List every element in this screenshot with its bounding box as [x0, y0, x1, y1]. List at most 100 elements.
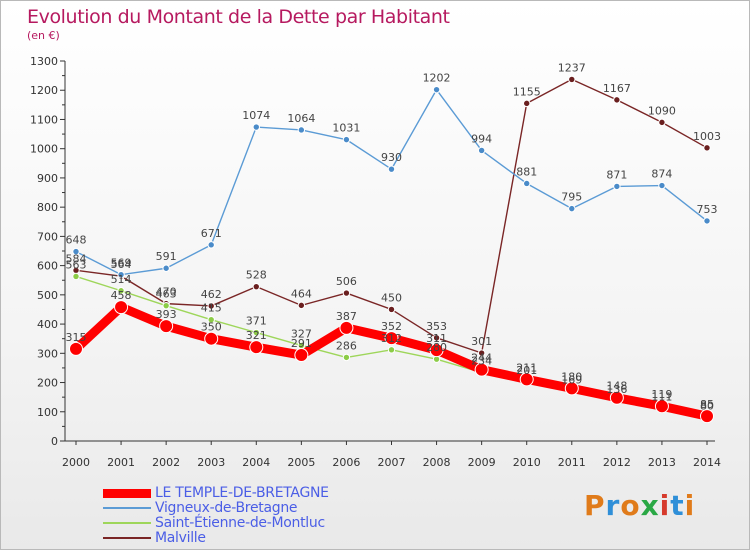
data-point	[613, 96, 621, 104]
data-point	[252, 282, 260, 291]
data-point	[568, 204, 576, 213]
data-label: 564	[111, 258, 132, 271]
data-label: 85	[700, 398, 714, 411]
chart-title: Evolution du Montant de la Dette par Hab…	[27, 6, 450, 28]
data-point	[342, 289, 351, 297]
legend-swatch	[103, 489, 151, 498]
data-label: 211	[516, 361, 537, 374]
data-point	[384, 331, 399, 346]
data-label: 393	[156, 308, 177, 321]
x-tick-label: 2011	[558, 456, 586, 469]
brand-letter: i	[684, 489, 696, 522]
data-point	[387, 346, 396, 354]
legend-swatch	[103, 537, 151, 539]
data-point	[609, 390, 624, 405]
data-label: 301	[471, 335, 492, 348]
data-point	[207, 241, 215, 249]
y-tick-label: 400	[37, 318, 58, 331]
brand-letter: t	[670, 489, 685, 522]
data-point	[703, 217, 711, 225]
data-label: 1237	[558, 61, 586, 74]
data-label: 321	[246, 329, 267, 342]
data-label: 244	[471, 352, 492, 365]
x-tick-label: 2002	[152, 456, 180, 469]
legend-label: Malville	[155, 530, 206, 546]
data-label: 1202	[423, 72, 451, 85]
legend-label: Saint-Étienne-de-Montluc	[155, 515, 325, 531]
data-label: 352	[381, 320, 402, 333]
x-tick-label: 2010	[513, 456, 541, 469]
data-label: 671	[201, 227, 222, 240]
data-point	[72, 272, 80, 281]
brand-logo: Proxiti	[584, 489, 695, 522]
x-tick-label: 2006	[332, 456, 360, 469]
data-point	[477, 146, 486, 155]
data-label: 234	[471, 355, 492, 368]
data-point	[342, 353, 351, 362]
data-point	[162, 301, 170, 310]
data-label: 871	[606, 168, 627, 181]
brand-letter: P	[584, 489, 606, 522]
data-label: 881	[516, 165, 537, 178]
data-point	[432, 85, 441, 94]
data-label: 353	[426, 320, 447, 333]
brand-letter: i	[659, 489, 671, 522]
brand-letter: o	[620, 489, 641, 522]
data-label: 1074	[242, 109, 270, 122]
y-tick-label: 900	[37, 172, 58, 185]
data-point	[72, 247, 80, 256]
data-label: 312	[381, 332, 402, 345]
data-label: 111	[651, 391, 672, 404]
y-tick-label: 1100	[30, 113, 58, 126]
data-point	[613, 182, 621, 191]
data-label: 80	[700, 400, 714, 413]
data-point	[297, 126, 306, 134]
data-label: 1090	[648, 104, 676, 117]
data-label: 169	[561, 374, 582, 387]
brand-letter: r	[605, 489, 621, 522]
data-label: 350	[201, 321, 222, 334]
data-label: 136	[606, 383, 627, 396]
y-tick-label: 1300	[30, 55, 58, 68]
data-labels: 584 564 470 462 528 464 506 450 353 301 1155 1237 11…	[66, 61, 722, 412]
data-label: 470	[156, 286, 177, 299]
data-label: 569	[111, 257, 132, 270]
data-label: 315	[66, 331, 87, 344]
data-point	[523, 179, 531, 188]
data-label: 506	[336, 275, 357, 288]
data-point	[342, 135, 351, 144]
legend-swatch	[103, 507, 151, 509]
data-label: 994	[471, 132, 492, 145]
data-label: 286	[336, 339, 357, 352]
data-label: 1155	[513, 85, 541, 98]
y-tick-label: 800	[37, 201, 58, 214]
data-label: 291	[291, 337, 312, 350]
data-point	[429, 343, 444, 358]
x-tick-label: 2003	[197, 456, 225, 469]
data-point	[387, 305, 396, 314]
x-tick-label: 2007	[378, 456, 406, 469]
data-label: 753	[697, 203, 718, 216]
y-tick-label: 700	[37, 230, 58, 243]
data-label: 930	[381, 151, 402, 164]
data-point	[207, 315, 215, 324]
x-tick-label: 2009	[468, 456, 496, 469]
data-point	[519, 372, 534, 387]
data-point	[252, 123, 260, 131]
data-label: 201	[516, 364, 537, 377]
data-point	[387, 165, 396, 173]
data-point	[654, 399, 669, 414]
data-label: 648	[66, 234, 87, 247]
x-tick-label: 2013	[648, 456, 676, 469]
data-label: 180	[561, 370, 582, 383]
data-point	[252, 328, 260, 337]
y-tick-label: 1000	[30, 143, 58, 156]
data-point	[432, 334, 441, 342]
data-point	[568, 75, 576, 84]
data-label: 1167	[603, 82, 631, 95]
data-point	[159, 319, 174, 334]
data-point	[477, 349, 486, 357]
data-label: 874	[651, 168, 672, 181]
data-label: 280	[426, 341, 447, 354]
